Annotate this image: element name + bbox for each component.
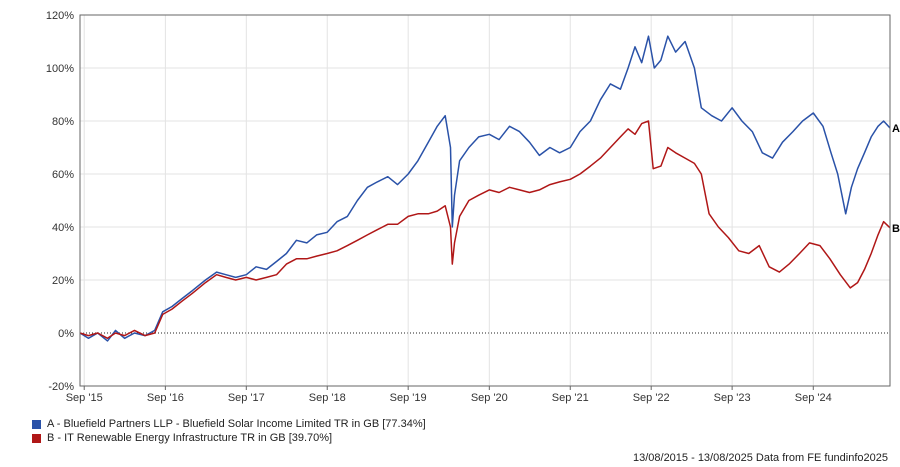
y-tick-label: 80% bbox=[52, 116, 74, 128]
legend-item-b: B - IT Renewable Energy Infrastructure T… bbox=[32, 431, 426, 445]
x-tick-label: Sep '20 bbox=[471, 392, 508, 404]
end-label-a: A bbox=[892, 123, 900, 135]
end-label-b: B bbox=[892, 223, 900, 235]
series-line-a bbox=[79, 35, 891, 342]
x-tick-label: Sep '15 bbox=[66, 392, 103, 404]
legend-swatch-b bbox=[32, 433, 41, 443]
series-end-labels: AB bbox=[892, 123, 900, 235]
grid bbox=[80, 14, 890, 387]
legend-label-b: B - IT Renewable Energy Infrastructure T… bbox=[47, 432, 333, 444]
y-tick-label: -20% bbox=[48, 381, 74, 393]
y-tick-label: 20% bbox=[52, 275, 74, 287]
series-line-b bbox=[79, 120, 891, 340]
y-tick-label: 120% bbox=[46, 10, 74, 22]
x-tick-label: Sep '16 bbox=[147, 392, 184, 404]
footer-source: 13/08/2015 - 13/08/2025 Data from FE fun… bbox=[632, 452, 888, 464]
legend-item-a: A - Bluefield Partners LLP - Bluefield S… bbox=[32, 417, 426, 431]
y-tick-label: 60% bbox=[52, 169, 74, 181]
y-tick-label: 40% bbox=[52, 222, 74, 234]
x-tick-label: Sep '17 bbox=[228, 392, 265, 404]
legend-swatch-a bbox=[32, 419, 41, 429]
legend-label-a: A - Bluefield Partners LLP - Bluefield S… bbox=[47, 418, 426, 430]
x-tick-label: Sep '22 bbox=[633, 392, 670, 404]
x-tick-label: Sep '18 bbox=[309, 392, 346, 404]
y-tick-label: 0% bbox=[58, 328, 74, 340]
y-tick-label: 100% bbox=[46, 63, 74, 75]
legend: A - Bluefield Partners LLP - Bluefield S… bbox=[32, 417, 426, 445]
plot-border bbox=[79, 14, 891, 387]
x-tick-label: Sep '24 bbox=[795, 392, 832, 404]
x-tick-label: Sep '21 bbox=[552, 392, 589, 404]
x-tick-label: Sep '19 bbox=[390, 392, 427, 404]
series-lines bbox=[79, 35, 891, 342]
x-tick-label: Sep '23 bbox=[714, 392, 751, 404]
y-axis: -20% 0% 20% 40% 60% 80% 100% 120% bbox=[46, 10, 74, 393]
x-axis: Sep '15 Sep '16 Sep '17 Sep '18 Sep '19 Sep '… bbox=[66, 386, 832, 404]
